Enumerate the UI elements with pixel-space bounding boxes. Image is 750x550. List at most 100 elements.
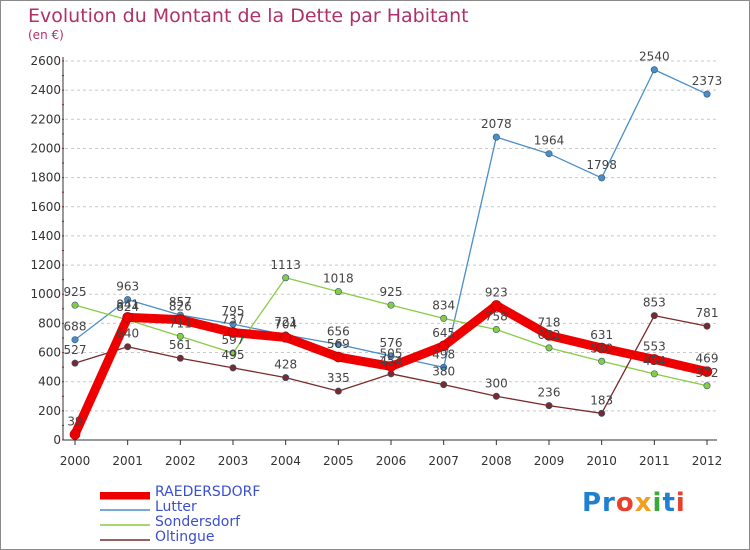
x-tick-label: 2009 — [534, 454, 565, 468]
legend-item-oltingue[interactable]: Oltingue — [100, 529, 360, 545]
data-point — [69, 429, 81, 440]
data-label: 826 — [169, 300, 192, 314]
y-tick-label: 200 — [38, 404, 61, 418]
y-tick-label: 0 — [53, 433, 61, 447]
data-label: 454 — [380, 354, 403, 368]
data-label: 527 — [64, 343, 87, 357]
y-tick-label: 2600 — [30, 54, 61, 68]
x-tick-label: 2012 — [692, 454, 723, 468]
data-label: 380 — [432, 365, 455, 379]
legend-item-lutter[interactable]: Lutter — [100, 499, 360, 515]
y-tick-label: 400 — [38, 375, 61, 389]
data-label: 372 — [696, 366, 719, 380]
data-label: 569 — [327, 337, 350, 351]
x-tick-label: 2008 — [481, 454, 512, 468]
data-label: 2373 — [692, 74, 723, 88]
data-point — [440, 381, 448, 389]
data-label: 656 — [327, 324, 350, 338]
data-label: 631 — [590, 328, 613, 342]
data-point — [71, 359, 79, 367]
legend-swatch-lutter — [100, 509, 150, 511]
data-point — [703, 322, 711, 330]
data-point — [71, 336, 79, 344]
data-label: 781 — [696, 306, 719, 320]
data-label: 236 — [538, 386, 561, 400]
data-point — [334, 387, 342, 395]
y-tick-label: 600 — [38, 346, 61, 360]
data-label: 454 — [643, 354, 666, 368]
y-tick-label: 1000 — [30, 287, 61, 301]
data-point — [650, 370, 658, 378]
x-tick-label: 2007 — [428, 454, 459, 468]
data-label: 428 — [274, 358, 297, 372]
data-point — [598, 357, 606, 365]
data-label: 505 — [380, 346, 403, 360]
data-label: 632 — [538, 328, 561, 342]
x-tick-label: 2002 — [165, 454, 196, 468]
y-tick-label: 2000 — [30, 141, 61, 155]
data-label: 1113 — [270, 258, 301, 272]
legend-swatch-sondersdorf — [100, 524, 150, 526]
data-point — [440, 314, 448, 322]
data-label: 718 — [538, 315, 561, 329]
y-tick-label: 1200 — [30, 258, 61, 272]
data-point — [545, 150, 553, 158]
chart-title: Evolution du Montant de la Dette par Hab… — [28, 5, 469, 27]
data-label: 183 — [590, 393, 613, 407]
legend-item-raedersdorf[interactable]: RAEDERSDORF — [100, 484, 360, 500]
data-point — [440, 363, 448, 371]
legend-item-sondersdorf[interactable]: Sondersdorf — [100, 514, 360, 530]
data-point — [333, 351, 344, 363]
data-point — [175, 314, 186, 325]
data-point — [649, 354, 660, 365]
proxiti-logo: Proxiti — [582, 488, 686, 518]
data-label: 39 — [67, 414, 82, 428]
data-label: 597 — [222, 333, 245, 347]
data-point — [701, 366, 713, 377]
data-point — [71, 301, 79, 309]
x-tick-label: 2003 — [218, 454, 249, 468]
data-label: 758 — [485, 310, 508, 324]
y-tick-label: 1800 — [30, 171, 61, 185]
data-point — [703, 90, 711, 98]
x-tick-label: 2006 — [376, 454, 407, 468]
data-point — [227, 327, 239, 338]
x-tick-label: 2000 — [60, 454, 91, 468]
legend-label-sondersdorf: Sondersdorf — [155, 514, 241, 530]
legend-label-lutter: Lutter — [155, 499, 197, 515]
x-tick-label: 2001 — [112, 454, 143, 468]
data-point — [176, 354, 184, 362]
data-label: 498 — [432, 347, 455, 361]
data-point — [387, 352, 395, 360]
data-label: 540 — [590, 341, 613, 355]
data-label: 963 — [116, 280, 139, 294]
legend-label-raedersdorf: RAEDERSDORF — [155, 484, 261, 500]
data-label: 795 — [222, 304, 245, 318]
data-point — [492, 326, 500, 334]
data-label: 688 — [64, 320, 87, 334]
data-point — [598, 409, 606, 417]
y-tick-label: 2200 — [30, 112, 61, 126]
data-point — [282, 374, 290, 382]
y-tick-label: 1400 — [30, 229, 61, 243]
data-label: 923 — [485, 285, 508, 299]
x-tick-label: 2010 — [586, 454, 617, 468]
data-label: 300 — [485, 376, 508, 390]
data-point — [438, 340, 449, 352]
data-point — [703, 382, 711, 390]
data-point — [282, 274, 290, 282]
data-label: 704 — [274, 317, 297, 331]
data-point — [543, 330, 555, 341]
data-point — [176, 332, 184, 340]
x-tick-label: 2005 — [323, 454, 354, 468]
data-point — [545, 402, 553, 410]
data-point — [491, 300, 502, 311]
x-tick-label: 2011 — [639, 454, 670, 468]
data-point — [229, 364, 237, 372]
data-label: 721 — [274, 315, 297, 329]
y-tick-label: 1600 — [30, 200, 61, 214]
legend-swatch-oltingue — [100, 539, 150, 541]
x-tick-label: 2004 — [270, 454, 301, 468]
data-label: 553 — [643, 339, 666, 353]
